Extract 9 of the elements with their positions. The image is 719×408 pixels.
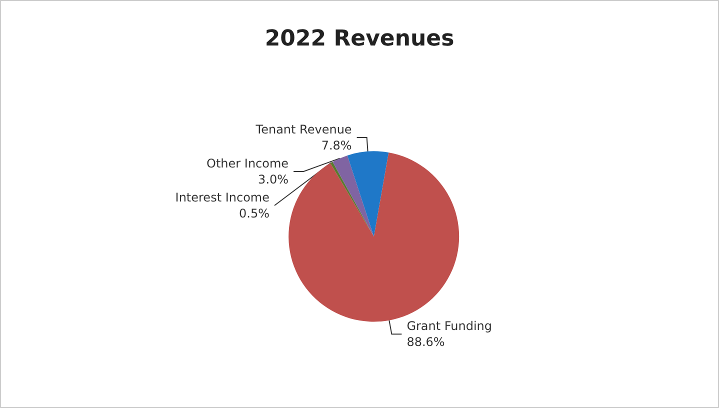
chart-title: 2022 Revenues [264,26,454,52]
slice-label: Interest Income [175,190,270,204]
slice-label: Grant Funding [406,319,492,334]
data-label: 3.0% [258,172,289,186]
slice-label: Other Income [206,156,289,170]
slice-label: Tenant Revenue [254,122,352,136]
data-label: 0.5% [239,206,270,220]
data-label: 7.8% [321,138,352,152]
data-label: 88.6% [406,335,445,350]
